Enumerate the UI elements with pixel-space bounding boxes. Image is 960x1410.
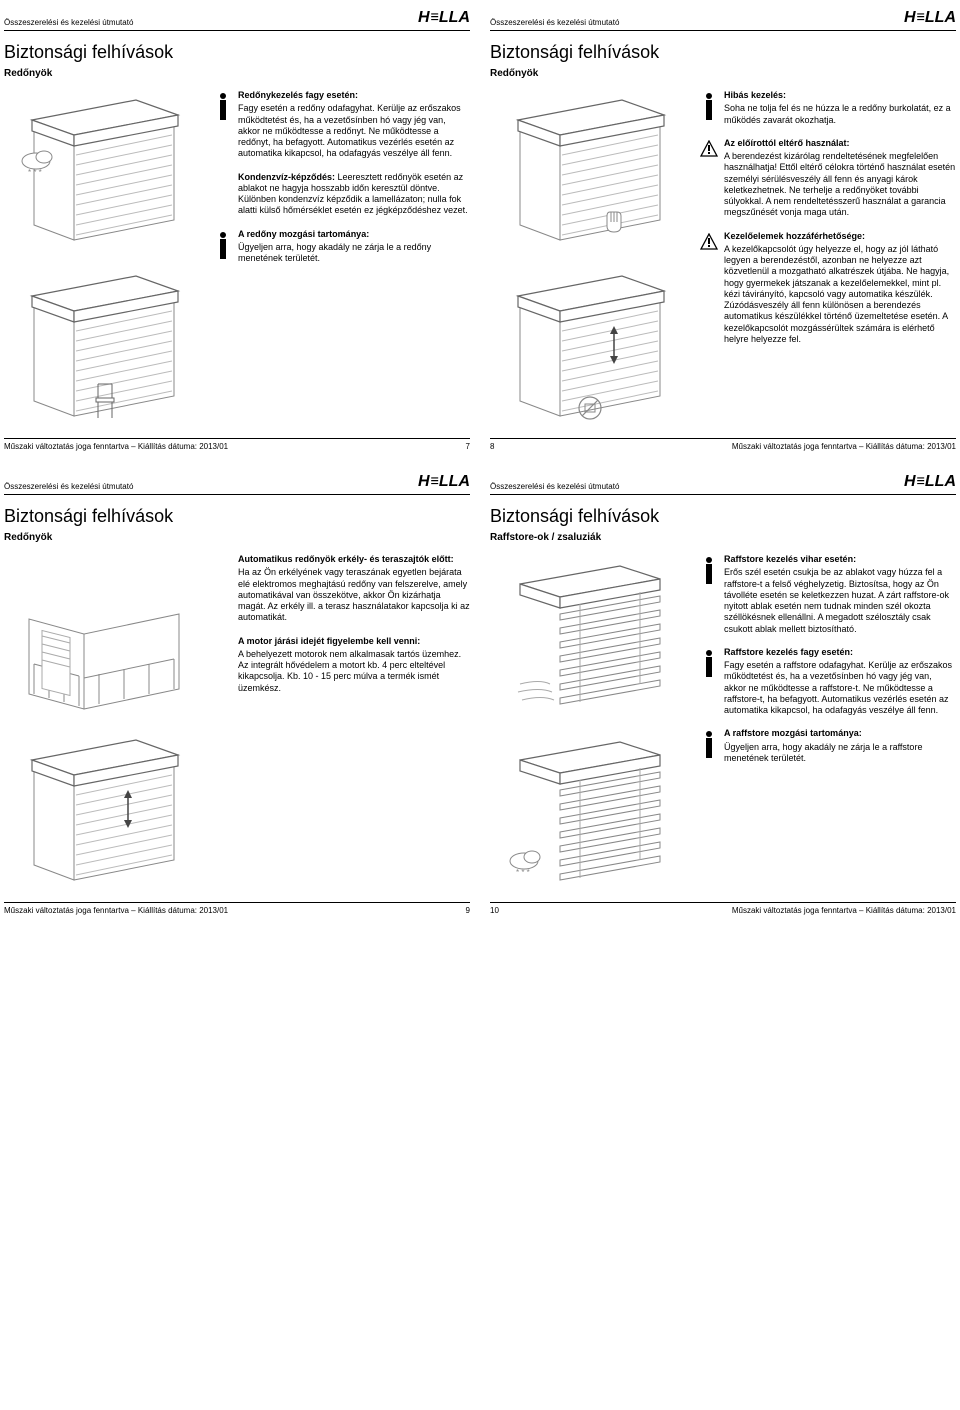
- footer-text: Műszaki változtatás joga fenntartva – Ki…: [4, 906, 228, 916]
- item-body: A kezelőkapcsolót úgy helyezze el, hogy …: [724, 244, 956, 345]
- page-header: Összeszerelési és kezelési útmutató H≡LL…: [490, 472, 956, 495]
- page-footer: Műszaki változtatás joga fenntartva – Ki…: [490, 902, 956, 916]
- item-title: Hibás kezelés:: [724, 90, 956, 101]
- exclamation-icon: [700, 554, 718, 635]
- item-body: A behelyezett motorok nem alkalmasak tar…: [238, 649, 470, 694]
- page-number: 9: [466, 906, 470, 916]
- page-header: Összeszerelési és kezelési útmutató H≡LL…: [4, 8, 470, 31]
- page-title: Biztonsági felhívások: [490, 505, 956, 528]
- page-footer: Műszaki változtatás joga fenntartva – Ki…: [4, 438, 470, 452]
- warning-icon: [700, 231, 718, 346]
- item-body: Erős szél esetén csukja be az ablakot va…: [724, 567, 956, 635]
- illus-chair-obstruction: [4, 266, 204, 426]
- item-body: Soha ne tolja fel és ne húzza le a redőn…: [724, 103, 956, 126]
- item-title: Automatikus redőnyök erkély- és teraszaj…: [238, 554, 470, 565]
- page-number: 7: [466, 442, 470, 452]
- safety-item: A redőny mozgási tartománya: Ügyeljen ar…: [214, 229, 470, 265]
- page-footer: Műszaki változtatás joga fenntartva – Ki…: [4, 902, 470, 916]
- safety-item: Hibás kezelés: Soha ne tolja fel és ne h…: [700, 90, 956, 126]
- page-subtitle: Redőnyök: [4, 532, 470, 545]
- page-header: Összeszerelési és kezelési útmutató H≡LL…: [490, 8, 956, 31]
- item-title: Kezelőelemek hozzáférhetősége:: [724, 231, 956, 242]
- exclamation-icon: [214, 90, 232, 160]
- footer-text: Műszaki változtatás joga fenntartva – Ki…: [732, 442, 956, 452]
- warning-icon: [700, 138, 718, 219]
- item-body: Fagy esetén a redőny odafagyhat. Kerülje…: [238, 103, 470, 159]
- page-subtitle: Raffstore-ok / zsaluziák: [490, 532, 956, 545]
- illus-hand-pull: [490, 90, 690, 250]
- doc-header: Összeszerelési és kezelési útmutató: [4, 18, 133, 28]
- item-title: A redőny mozgási tartománya:: [238, 229, 470, 240]
- footer-text: Műszaki változtatás joga fenntartva – Ki…: [732, 906, 956, 916]
- safety-item: Raffstore kezelés fagy esetén: Fagy eset…: [700, 647, 956, 717]
- page-8: Összeszerelési és kezelési útmutató H≡LL…: [490, 8, 956, 452]
- illus-balcony: [4, 554, 204, 714]
- page-number: 10: [490, 906, 499, 916]
- page-7: Összeszerelési és kezelési útmutató H≡LL…: [4, 8, 470, 452]
- item-body: Ügyeljen arra, hogy akadály ne zárja le …: [724, 742, 956, 765]
- hella-logo: H≡LLA: [418, 8, 470, 28]
- illus-frost-shutter: [4, 90, 204, 250]
- item-title: Raffstore kezelés vihar esetén:: [724, 554, 956, 565]
- page-header: Összeszerelési és kezelési útmutató H≡LL…: [4, 472, 470, 495]
- illus-raffstore-wind: [490, 554, 690, 714]
- footer-text: Műszaki változtatás joga fenntartva – Ki…: [4, 442, 228, 452]
- item-body: Fagy esetén a raffstore odafagyhat. Kerü…: [724, 660, 956, 716]
- exclamation-icon: [700, 90, 718, 126]
- safety-item: Kezelőelemek hozzáférhetősége: A kezelők…: [700, 231, 956, 346]
- illus-raffstore-frost: [490, 730, 690, 890]
- page-subtitle: Redőnyök: [490, 68, 956, 81]
- safety-item: Redőnykezelés fagy esetén: Fagy esetén a…: [214, 90, 470, 160]
- exclamation-icon: [700, 647, 718, 717]
- illus-motor-runtime: [4, 730, 204, 890]
- page-footer: Műszaki változtatás joga fenntartva – Ki…: [490, 438, 956, 452]
- safety-item: A motor járási idejét figyelembe kell ve…: [214, 636, 470, 694]
- page-title: Biztonsági felhívások: [490, 41, 956, 64]
- hella-logo: H≡LLA: [904, 472, 956, 492]
- exclamation-icon: [214, 229, 232, 265]
- safety-item: Automatikus redőnyök erkély- és teraszaj…: [214, 554, 470, 624]
- doc-header: Összeszerelési és kezelési útmutató: [4, 482, 133, 492]
- hella-logo: H≡LLA: [904, 8, 956, 28]
- item-title: Redőnykezelés fagy esetén:: [238, 90, 470, 101]
- safety-item: Az előírottól eltérő használat: A berend…: [700, 138, 956, 219]
- safety-item: Kondenzvíz-képződés: Leeresztett redőnyö…: [214, 172, 470, 217]
- page-9: Összeszerelési és kezelési útmutató H≡LL…: [4, 472, 470, 916]
- page-title: Biztonsági felhívások: [4, 505, 470, 528]
- item-title: A motor járási idejét figyelembe kell ve…: [238, 636, 470, 647]
- hella-logo: H≡LLA: [418, 472, 470, 492]
- page-number: 8: [490, 442, 494, 452]
- safety-item: Raffstore kezelés vihar esetén: Erős szé…: [700, 554, 956, 635]
- item-body: Ha az Ön erkélyének vagy teraszának egye…: [238, 567, 470, 623]
- item-title: Az előírottól eltérő használat:: [724, 138, 956, 149]
- item-body: Ügyeljen arra, hogy akadály ne zárja le …: [238, 242, 470, 265]
- item-title: Kondenzvíz-képződés:: [238, 172, 335, 182]
- doc-header: Összeszerelési és kezelési útmutató: [490, 18, 619, 28]
- illus-no-load: [490, 266, 690, 426]
- exclamation-icon: [700, 728, 718, 764]
- page-subtitle: Redőnyök: [4, 68, 470, 81]
- doc-header: Összeszerelési és kezelési útmutató: [490, 482, 619, 492]
- item-body: A berendezést kizárólag rendeltetésének …: [724, 151, 956, 219]
- page-10: Összeszerelési és kezelési útmutató H≡LL…: [490, 472, 956, 916]
- item-title: A raffstore mozgási tartománya:: [724, 728, 956, 739]
- safety-item: A raffstore mozgási tartománya: Ügyeljen…: [700, 728, 956, 764]
- item-title: Raffstore kezelés fagy esetén:: [724, 647, 956, 658]
- page-title: Biztonsági felhívások: [4, 41, 470, 64]
